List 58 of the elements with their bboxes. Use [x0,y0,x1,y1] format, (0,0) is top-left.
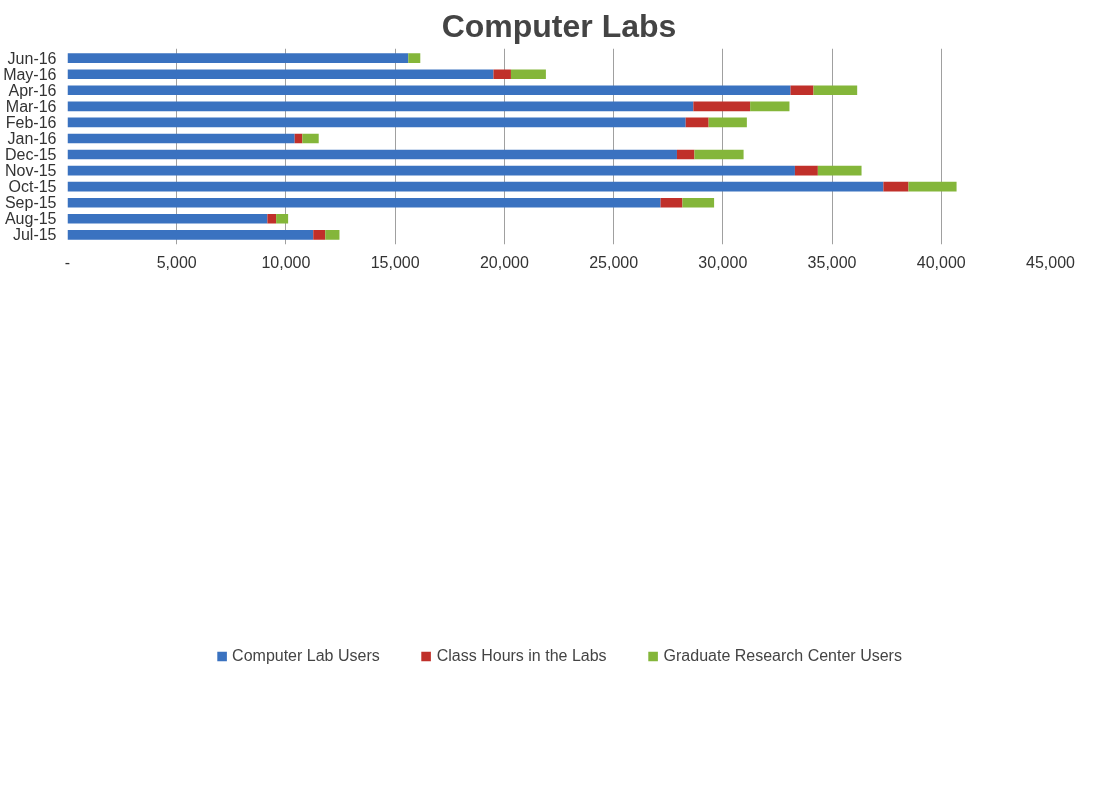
bar [67,117,686,128]
bar [276,213,289,224]
legend-label: Computer Lab Users [232,646,380,665]
bar [67,181,884,192]
bar [67,85,791,96]
y-tick-label: May-16 [3,65,57,83]
bar [67,230,314,240]
x-tick-label: 15,000 [370,253,420,271]
x-tick-label: 35,000 [807,253,857,271]
bar [67,149,677,160]
bar [660,197,683,208]
bar [325,230,340,240]
chart-title: Computer Labs [441,7,677,44]
bar [685,117,709,128]
bar [67,165,795,176]
bar [682,197,715,208]
legend-label: Class Hours in the Labs [436,646,607,665]
legend-label: Graduate Research Center Users [663,646,902,665]
y-tick-label: Jul-15 [12,226,57,244]
y-tick-label: Dec-15 [4,146,57,164]
bar [67,53,409,63]
bar [676,149,695,160]
bar [67,213,268,224]
bar [267,213,277,224]
bar [817,165,862,176]
bar [693,101,751,112]
bar [313,230,326,240]
bar [794,165,818,176]
x-tick-label: 25,000 [589,253,639,271]
bar [790,85,814,96]
y-tick-label: Aug-15 [4,210,57,228]
bar [67,69,494,80]
bar [708,117,747,128]
bar [694,149,744,160]
x-tick-label: - [64,253,71,271]
bar [908,181,957,192]
x-tick-label: 5,000 [156,253,197,271]
bar [750,101,790,112]
bar [813,85,858,96]
bar [67,101,694,112]
y-tick-label: Jun-16 [7,49,57,67]
x-tick-label: 30,000 [698,253,748,271]
y-tick-label: Oct-15 [8,178,57,196]
y-tick-label: Nov-15 [4,162,57,180]
bar [883,181,909,192]
bar [302,133,319,144]
y-tick-label: Sep-15 [4,194,57,212]
bar [67,197,661,208]
y-tick-label: Feb-16 [5,113,57,131]
bar [510,69,546,80]
x-tick-label: 40,000 [916,253,966,271]
bar [67,133,295,144]
x-tick-label: 20,000 [479,253,529,271]
x-tick-label: 10,000 [261,253,311,271]
bar [408,53,421,63]
bar [493,69,511,80]
y-tick-label: Jan-16 [7,129,57,147]
x-tick-label: 45,000 [1026,253,1076,271]
